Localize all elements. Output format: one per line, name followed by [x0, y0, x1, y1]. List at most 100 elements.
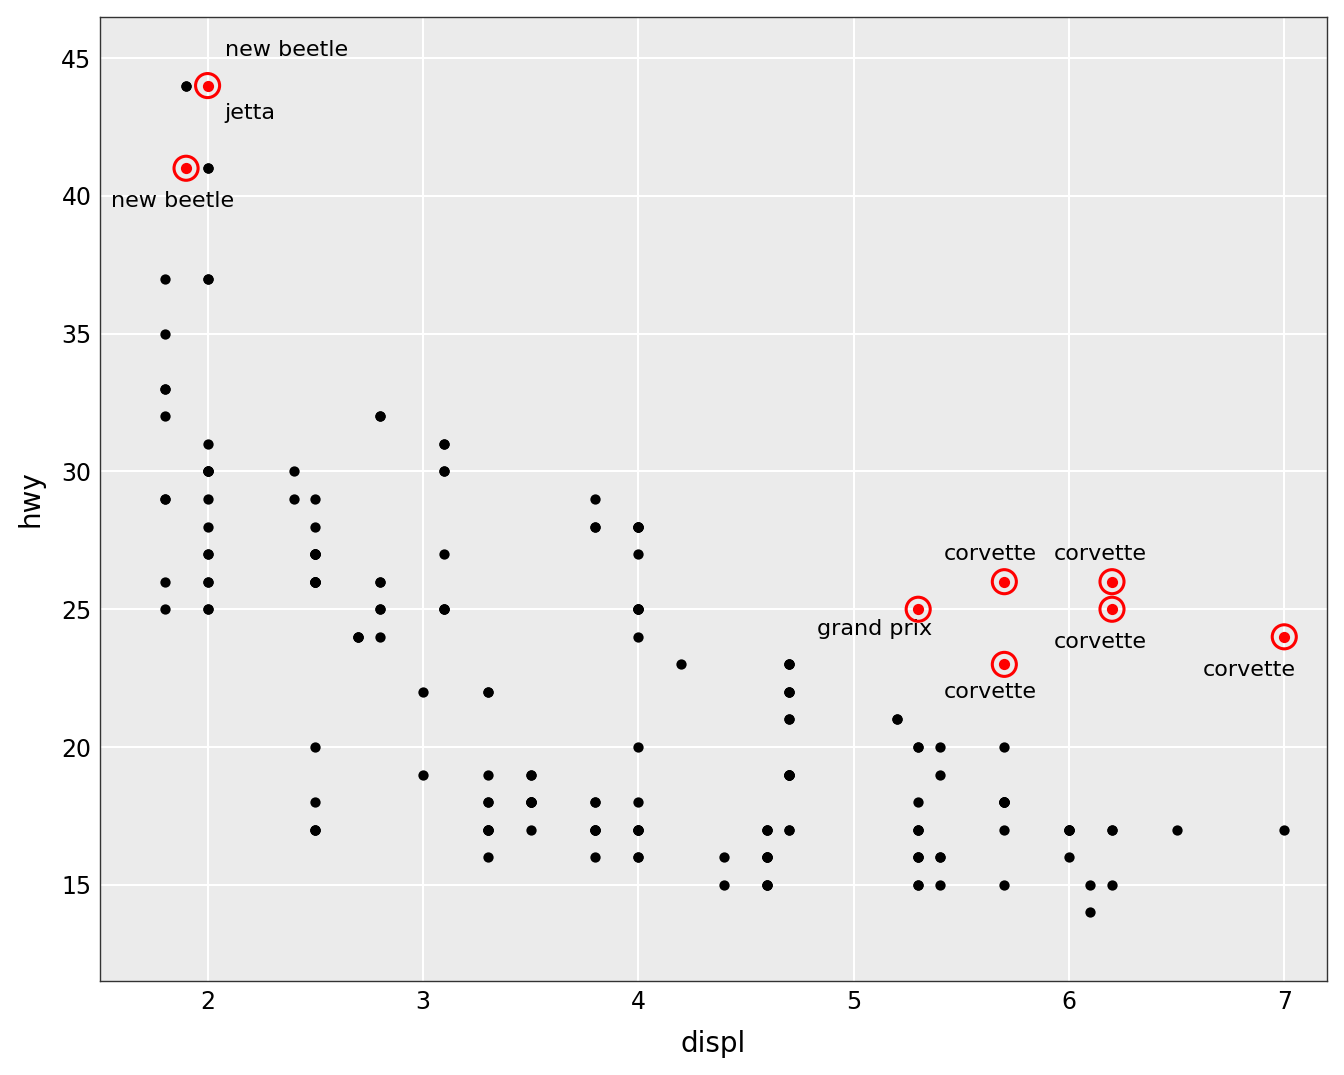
Point [477, 793, 499, 811]
Point [993, 821, 1015, 839]
Point [196, 77, 218, 95]
Point [1101, 573, 1122, 590]
Point [1274, 821, 1296, 839]
Point [520, 793, 542, 811]
Point [1101, 821, 1122, 839]
Point [305, 821, 327, 839]
Point [757, 821, 778, 839]
Text: grand prix: grand prix [817, 618, 933, 639]
Point [993, 793, 1015, 811]
Point [778, 766, 800, 784]
Point [907, 821, 929, 839]
Point [907, 848, 929, 865]
Point [1058, 821, 1079, 839]
Point [757, 848, 778, 865]
Point [907, 739, 929, 756]
Point [778, 684, 800, 701]
Point [585, 821, 606, 839]
Text: new beetle: new beetle [110, 191, 234, 212]
Point [585, 848, 606, 865]
Point [348, 628, 370, 645]
Point [886, 711, 907, 728]
Point [585, 821, 606, 839]
Point [520, 821, 542, 839]
Point [413, 684, 434, 701]
Point [434, 463, 456, 481]
Point [585, 490, 606, 507]
Point [153, 490, 175, 507]
Point [929, 876, 950, 893]
Point [628, 628, 649, 645]
Point [907, 601, 929, 618]
Point [370, 407, 391, 425]
Point [196, 518, 218, 535]
Point [153, 601, 175, 618]
Point [196, 573, 218, 590]
Point [907, 793, 929, 811]
Point [305, 573, 327, 590]
Point [757, 848, 778, 865]
Point [520, 793, 542, 811]
Point [196, 463, 218, 481]
Point [628, 601, 649, 618]
Point [993, 656, 1015, 673]
Point [153, 573, 175, 590]
Point [305, 573, 327, 590]
Point [907, 601, 929, 618]
Point [1079, 904, 1101, 921]
Point [628, 518, 649, 535]
Point [305, 518, 327, 535]
Point [671, 656, 692, 673]
Point [778, 766, 800, 784]
Point [305, 793, 327, 811]
Point [284, 463, 305, 481]
Point [305, 573, 327, 590]
Point [434, 601, 456, 618]
Point [778, 821, 800, 839]
Point [370, 573, 391, 590]
Point [757, 848, 778, 865]
Point [196, 545, 218, 562]
Point [1274, 628, 1296, 645]
Point [628, 518, 649, 535]
Point [305, 573, 327, 590]
Point [993, 793, 1015, 811]
Point [175, 77, 196, 95]
Point [196, 573, 218, 590]
Point [757, 821, 778, 839]
Point [929, 739, 950, 756]
Point [520, 793, 542, 811]
Point [778, 656, 800, 673]
Point [175, 77, 196, 95]
Point [778, 766, 800, 784]
Point [477, 684, 499, 701]
Point [348, 628, 370, 645]
Point [477, 793, 499, 811]
Point [196, 270, 218, 287]
Point [520, 766, 542, 784]
Text: corvette: corvette [1203, 660, 1296, 679]
Point [585, 793, 606, 811]
Point [477, 821, 499, 839]
Point [305, 739, 327, 756]
Point [1058, 848, 1079, 865]
Point [196, 601, 218, 618]
Point [305, 821, 327, 839]
Point [778, 656, 800, 673]
Point [305, 573, 327, 590]
Point [196, 77, 218, 95]
Point [175, 160, 196, 177]
Point [778, 711, 800, 728]
Point [628, 601, 649, 618]
Text: corvette: corvette [1054, 632, 1146, 653]
Point [196, 601, 218, 618]
Point [305, 821, 327, 839]
Point [628, 793, 649, 811]
Point [1165, 821, 1187, 839]
Y-axis label: hwy: hwy [16, 471, 44, 528]
Point [757, 876, 778, 893]
Point [434, 435, 456, 453]
Point [585, 793, 606, 811]
Point [1101, 821, 1122, 839]
Point [628, 821, 649, 839]
